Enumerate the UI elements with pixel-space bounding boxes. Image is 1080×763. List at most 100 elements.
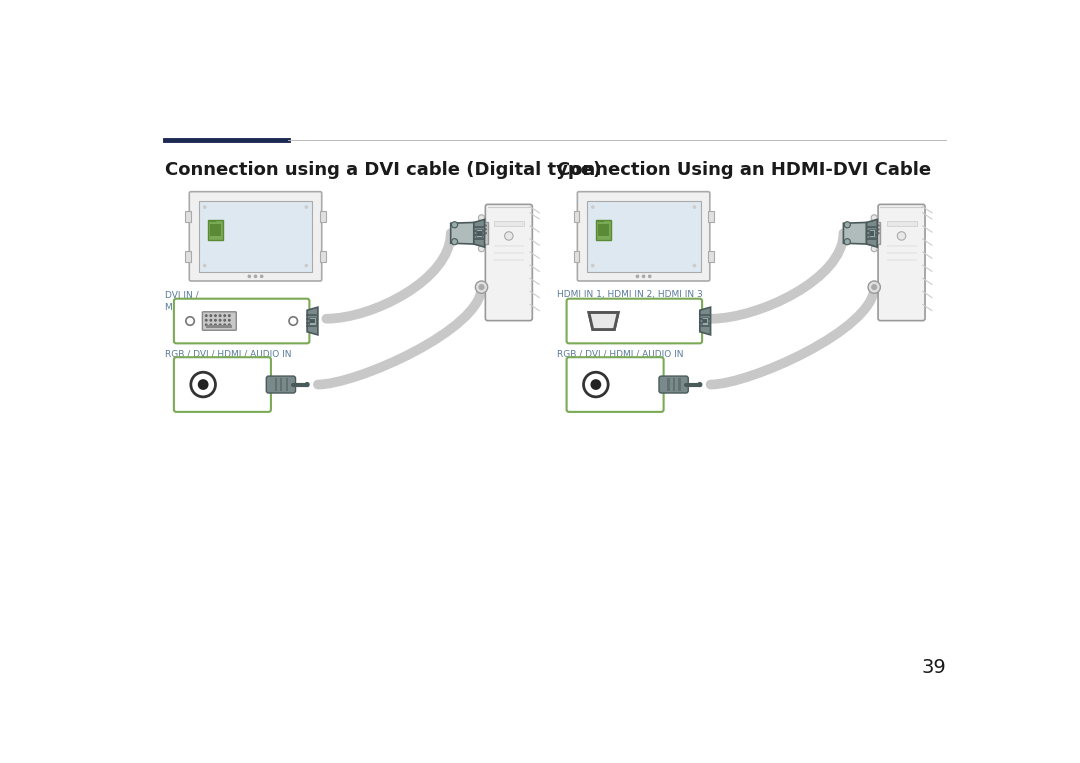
Circle shape	[591, 379, 602, 390]
Polygon shape	[450, 223, 474, 244]
Circle shape	[191, 372, 216, 397]
Bar	[573, 251, 579, 262]
FancyBboxPatch shape	[174, 357, 271, 412]
FancyBboxPatch shape	[567, 357, 663, 412]
Circle shape	[693, 265, 696, 267]
Bar	[708, 251, 714, 262]
Bar	[708, 211, 714, 222]
Circle shape	[255, 275, 257, 278]
Bar	[477, 231, 482, 236]
Text: RGB / DVI / HDMI / AUDIO IN: RGB / DVI / HDMI / AUDIO IN	[164, 349, 292, 359]
Circle shape	[203, 206, 206, 208]
Circle shape	[451, 222, 458, 228]
Circle shape	[485, 229, 486, 230]
Bar	[702, 317, 708, 325]
Polygon shape	[589, 313, 618, 330]
Circle shape	[873, 229, 874, 230]
Circle shape	[897, 232, 906, 240]
Bar	[870, 237, 878, 240]
Bar	[320, 211, 325, 222]
Circle shape	[583, 372, 608, 397]
FancyBboxPatch shape	[878, 204, 926, 320]
Bar	[274, 378, 278, 391]
Bar	[868, 230, 875, 237]
Bar	[280, 378, 283, 391]
Circle shape	[215, 324, 216, 326]
Bar	[211, 221, 216, 223]
Circle shape	[878, 225, 879, 226]
Bar	[667, 378, 670, 391]
FancyBboxPatch shape	[202, 312, 237, 330]
Circle shape	[211, 315, 212, 317]
Circle shape	[483, 225, 484, 226]
Bar	[573, 211, 579, 222]
Text: DVI IN /
MAGICINFO IN: DVI IN / MAGICINFO IN	[164, 290, 228, 312]
Circle shape	[306, 382, 309, 387]
Circle shape	[205, 320, 207, 321]
Bar	[476, 230, 483, 237]
Bar	[285, 378, 288, 391]
Circle shape	[229, 315, 230, 317]
Circle shape	[219, 320, 220, 321]
Circle shape	[868, 281, 880, 293]
Circle shape	[480, 225, 481, 226]
Polygon shape	[307, 307, 318, 335]
Circle shape	[869, 225, 870, 226]
Bar	[494, 245, 524, 247]
Bar	[887, 252, 917, 254]
Circle shape	[698, 382, 702, 387]
Text: RGB / DVI / HDMI / AUDIO IN: RGB / DVI / HDMI / AUDIO IN	[557, 349, 684, 359]
Circle shape	[205, 315, 207, 317]
Circle shape	[224, 320, 226, 321]
Polygon shape	[866, 220, 877, 247]
Polygon shape	[843, 223, 866, 244]
FancyBboxPatch shape	[267, 376, 296, 393]
Text: Connection using a DVI cable (Digital type): Connection using a DVI cable (Digital ty…	[164, 161, 600, 179]
Bar	[598, 224, 609, 237]
Circle shape	[203, 265, 206, 267]
Bar	[673, 378, 675, 391]
Bar	[494, 252, 524, 254]
Circle shape	[475, 281, 488, 293]
Bar	[186, 251, 191, 262]
Circle shape	[636, 275, 638, 278]
Circle shape	[845, 222, 850, 228]
Circle shape	[477, 229, 478, 230]
Bar	[477, 237, 485, 240]
Circle shape	[229, 324, 230, 326]
FancyBboxPatch shape	[567, 298, 702, 343]
Bar	[494, 259, 524, 262]
Circle shape	[869, 229, 870, 230]
Bar	[868, 223, 880, 244]
Circle shape	[478, 214, 485, 221]
Polygon shape	[474, 220, 485, 247]
Bar	[207, 221, 224, 240]
FancyBboxPatch shape	[485, 204, 532, 320]
Circle shape	[219, 315, 220, 317]
Circle shape	[289, 317, 297, 325]
Circle shape	[477, 225, 478, 226]
Circle shape	[229, 320, 230, 321]
Circle shape	[219, 324, 220, 326]
FancyBboxPatch shape	[659, 376, 688, 393]
Circle shape	[592, 265, 594, 267]
Circle shape	[872, 214, 877, 221]
Circle shape	[306, 265, 308, 267]
Circle shape	[649, 275, 651, 278]
Circle shape	[693, 206, 696, 208]
Bar	[598, 221, 605, 223]
Circle shape	[878, 229, 879, 230]
Circle shape	[186, 317, 194, 325]
Circle shape	[211, 320, 212, 321]
FancyBboxPatch shape	[174, 298, 309, 343]
Circle shape	[260, 275, 262, 278]
Circle shape	[215, 315, 216, 317]
Bar	[475, 223, 488, 244]
Bar	[206, 325, 232, 328]
Bar	[586, 201, 701, 272]
Circle shape	[875, 225, 876, 226]
Circle shape	[872, 246, 877, 252]
Circle shape	[592, 206, 594, 208]
Circle shape	[483, 229, 484, 230]
Circle shape	[306, 206, 308, 208]
